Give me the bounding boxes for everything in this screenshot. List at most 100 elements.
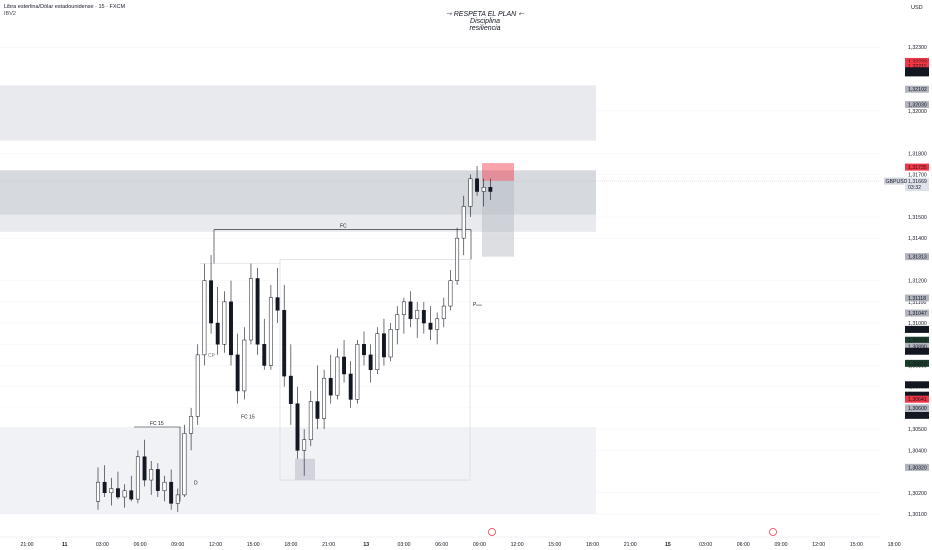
watermark-line-1: ⇾ RESPETA EL PLAN ⇽ <box>445 11 525 18</box>
candle <box>302 429 307 476</box>
price-label-text: 1,30890 <box>908 344 927 350</box>
candle-body <box>189 416 194 434</box>
candle-body <box>182 433 187 496</box>
demand-box <box>295 458 315 481</box>
price-label: 1,30919 <box>905 336 929 344</box>
candle-body <box>209 280 214 324</box>
candle <box>428 306 433 341</box>
time-tick-label: 15:00 <box>850 542 863 548</box>
short-target-box <box>482 180 514 257</box>
candle-body <box>242 339 247 392</box>
time-tick-label: 15 <box>665 542 671 548</box>
time-tick-label: 18:00 <box>284 542 297 548</box>
price-tick-label: 1,31200 <box>908 279 927 285</box>
candle <box>275 267 280 324</box>
candle-body <box>109 488 114 494</box>
price-label-bg <box>905 381 929 389</box>
symbol-tag-text: GBPUSD <box>886 179 908 185</box>
price-label: 1,31047 <box>905 309 929 317</box>
time-tick-label: 13 <box>363 542 369 548</box>
price-label-text: 1,31735 <box>908 165 927 171</box>
time-tick-label: 09:00 <box>171 542 184 548</box>
candle <box>249 263 253 345</box>
price-label-text: 1,30320 <box>908 465 927 471</box>
candle <box>288 344 293 425</box>
price-label-text: 1,30641 <box>908 397 927 403</box>
price-label: 1,31118 <box>905 294 929 302</box>
candle <box>195 344 200 425</box>
price-label-bg <box>905 57 929 65</box>
price-label-bg <box>905 404 929 412</box>
candle-body <box>355 344 360 400</box>
candle-body <box>295 403 300 451</box>
price-label-bg <box>905 336 929 344</box>
candle <box>229 280 233 366</box>
watermark-line-2: Disciplina <box>470 18 500 25</box>
candle <box>435 312 440 345</box>
price-label-text: 1,32233 <box>908 59 927 65</box>
candle <box>348 361 353 408</box>
cp-mark: CP <box>208 353 216 359</box>
price-tick-label: 1,31100 <box>908 300 926 306</box>
price-label: 1,32030 <box>905 101 929 109</box>
candle <box>408 291 413 328</box>
symbol-tag-bg <box>884 177 904 185</box>
price-tick-label: 1,31400 <box>908 236 927 242</box>
candle <box>255 267 260 355</box>
time-axis[interactable]: 21:00 11 03:00 06:00 09:00 12:00 15:00 18:00 21:… <box>0 528 901 549</box>
candle <box>335 348 340 400</box>
candle-body <box>481 187 486 192</box>
candle-body <box>488 187 493 192</box>
candle <box>415 301 420 338</box>
time-tick-label: 03:00 <box>398 542 411 548</box>
price-label-bg <box>905 253 929 261</box>
candle-body <box>195 354 200 417</box>
candle-body <box>102 481 107 494</box>
candle-body <box>149 469 154 481</box>
candle <box>448 270 453 311</box>
candle <box>116 471 120 500</box>
time-tick-label: 06:00 <box>435 542 448 548</box>
price-label-bg <box>905 347 929 355</box>
currency-label[interactable]: USD <box>911 5 923 11</box>
candle-body <box>455 237 460 281</box>
price-label-text: 1,30970 <box>908 327 927 333</box>
price-label-bg <box>905 391 929 399</box>
candle <box>162 475 167 502</box>
price-label: 1,30810 <box>905 359 929 367</box>
candle <box>328 354 333 404</box>
p-mark: P <box>473 302 477 308</box>
candle <box>322 369 327 430</box>
candle <box>368 344 373 383</box>
price-label-bg <box>905 395 929 403</box>
time-tick-label: 12:00 <box>812 542 825 548</box>
candle-body <box>175 494 180 504</box>
indicator-label[interactable]: IBV2 <box>4 11 16 17</box>
price-label-bg <box>905 101 929 109</box>
candle-body <box>362 344 366 356</box>
price-label-text: 1,32030 <box>908 103 927 109</box>
candle <box>488 178 493 200</box>
price-axis[interactable]: 1,32300 1,32000 1,31800 1,31700 1,31500 1,314… <box>880 0 932 550</box>
symbol-title[interactable]: Libra esterlina/Dólar estadounidense · 1… <box>4 4 126 10</box>
price-label-text: 1,31313 <box>908 255 927 261</box>
zone-box <box>0 170 596 215</box>
drawings: FC FC 15 FC 15 CP D P <box>0 163 880 502</box>
price-label-bg <box>905 411 929 419</box>
time-tick-label: 03:00 <box>96 542 109 548</box>
candle <box>481 178 486 207</box>
candle-body <box>215 322 220 345</box>
candle-body <box>288 375 293 404</box>
candle-body <box>229 301 233 356</box>
price-label: 1,31669 <box>905 177 929 185</box>
candle-body <box>401 301 406 315</box>
candle <box>455 227 460 285</box>
candle-body <box>249 278 253 341</box>
candle <box>461 195 466 256</box>
price-label-bg <box>905 69 929 77</box>
candle <box>109 477 114 506</box>
candle-body <box>368 354 373 370</box>
candle-body <box>142 456 147 481</box>
time-tick-label: 06:00 <box>134 542 147 548</box>
